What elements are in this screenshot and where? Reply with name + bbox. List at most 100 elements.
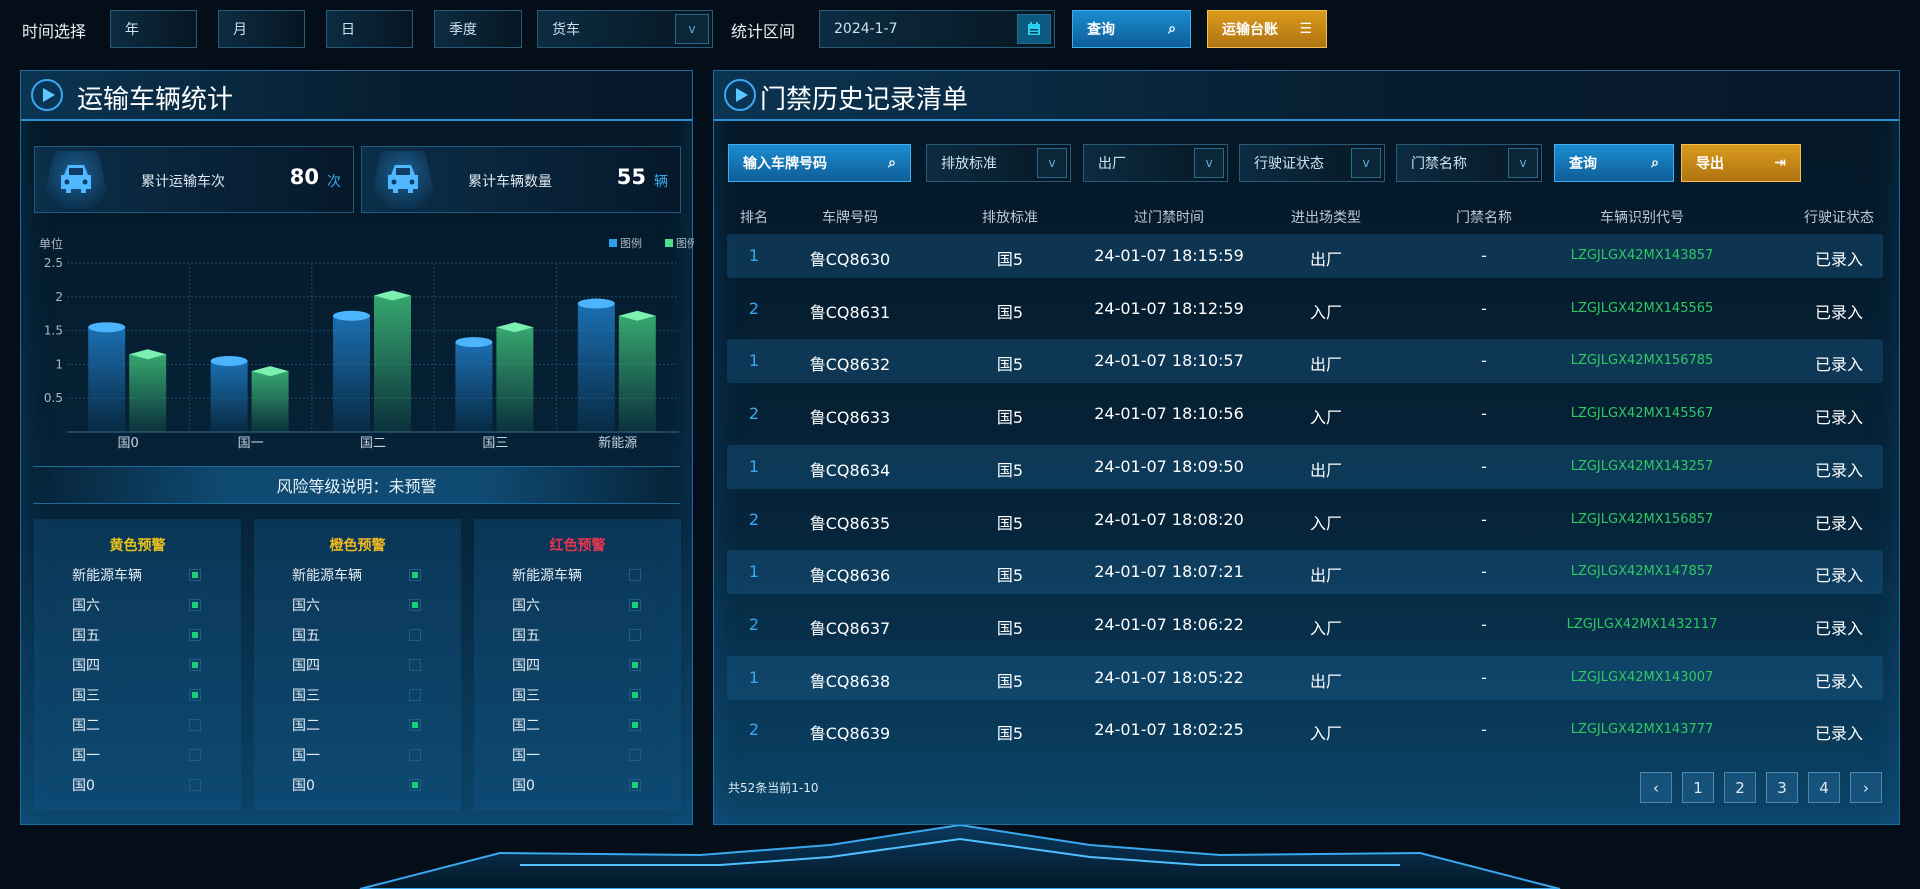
table-row[interactable]: 1 鲁CQ8634 国5 24-01-07 18:09:50 出厂 - LZGJLGX42M… [727,444,1883,489]
quarter-input[interactable]: 季度 [434,10,522,48]
column-header[interactable]: 车牌号码 [822,210,878,226]
table-row[interactable]: 1 鲁CQ8638 国5 24-01-07 18:05:22 出厂 - LZGJLGX42M… [727,655,1883,700]
column-header[interactable]: 门禁名称 [1456,210,1512,226]
table-cell: LZGJLGX42MX143257 [1570,458,1714,474]
table-row[interactable]: 1 鲁CQ8632 国5 24-01-07 18:10:57 出厂 - LZGJLGX42M… [727,339,1883,384]
gate-history-panel: 门禁历史记录清单 输入车牌号码 ⌕ 排放标准 v 出厂 v 行驶证状态 v 门禁名称 v … [713,70,1900,825]
gate-name-select[interactable]: 门禁名称 v [1396,144,1542,182]
warning-item-label: 国四 [72,658,100,674]
direction-select[interactable]: 出厂 v [1083,144,1228,182]
bar-cap [496,322,534,333]
table-cell: 1 [748,456,760,476]
page-button[interactable]: 2 [1724,772,1756,803]
table-cell: 2 [748,404,760,424]
year-input[interactable]: 年 [110,10,197,48]
status-indicator [629,719,641,731]
page-button[interactable]: 3 [1766,772,1798,803]
warning-title: 橙色预警 [329,538,386,554]
column-header[interactable]: 排放标准 [982,210,1038,226]
bar-cap [618,310,656,321]
table-cell: 国5 [996,566,1024,586]
date-value: 2024-1-7 [834,21,898,37]
transport-ledger-button[interactable]: 运输台账 ☰ [1207,10,1327,48]
bar-cap [129,349,167,360]
chevron-down-icon[interactable]: v [1194,148,1224,178]
warning-row: 国三 [292,685,421,705]
warning-item-label: 国一 [72,748,100,764]
table-cell: 国5 [996,671,1024,691]
table-row[interactable]: 2 鲁CQ8635 国5 24-01-07 18:08:20 入厂 - LZGJLGX42M… [727,498,1883,542]
warning-item-label: 国五 [512,628,540,644]
calendar-icon[interactable] [1017,14,1051,44]
next-page-button[interactable]: › [1850,772,1882,803]
table-cell: 2 [748,509,760,529]
date-range-input[interactable]: 2024-1-7 [819,10,1055,48]
month-input[interactable]: 月 [218,10,305,48]
status-indicator [189,689,201,701]
warning-row: 国五 [512,625,641,645]
table-cell: 已录入 [1814,460,1864,480]
table-row[interactable]: 2 鲁CQ8637 国5 24-01-07 18:06:22 入厂 - LZGJLGX42M… [727,603,1883,647]
status-indicator [409,749,421,761]
warning-item-label: 国二 [72,718,100,734]
chevron-down-icon[interactable]: v [1508,148,1538,178]
table-cell: 24-01-07 18:12:59 [1094,298,1244,318]
table-cell: 入厂 [1309,302,1343,322]
chevron-down-icon[interactable]: v [1037,148,1067,178]
emission-standard-select[interactable]: 排放标准 v [926,144,1071,182]
table-cell: 24-01-07 18:15:59 [1094,246,1244,265]
table-cell: 国5 [996,355,1024,375]
table-cell: 24-01-07 18:05:22 [1094,667,1244,687]
warning-row: 国六 [512,595,641,615]
prev-page-button[interactable]: ‹ [1640,772,1672,803]
play-icon [724,79,756,111]
export-button[interactable]: 导出 ⇥ [1681,144,1801,182]
vehicle-type-select[interactable]: 货车 v [537,10,713,48]
table-cell: - [1481,562,1487,582]
table-row[interactable]: 2 鲁CQ8639 国5 24-01-07 18:02:25 入厂 - LZGJLGX42M… [727,708,1883,752]
play-icon [31,79,63,111]
warning-item-label: 国四 [512,658,540,674]
status-indicator [629,779,641,791]
plate-number-input[interactable]: 输入车牌号码 ⌕ [728,144,911,182]
column-header[interactable]: 车辆识别代号 [1600,210,1684,226]
table-cell: - [1481,456,1487,476]
column-header[interactable]: 过门禁时间 [1134,210,1204,226]
license-status-select[interactable]: 行驶证状态 v [1239,144,1385,182]
status-indicator [409,599,421,611]
table-cell: 24-01-07 18:08:20 [1094,509,1244,529]
bar-0 [88,327,126,432]
table-cell: 国5 [996,250,1024,269]
status-indicator [189,779,201,791]
column-header[interactable]: 行驶证状态 [1804,210,1874,226]
table-row[interactable]: 1 鲁CQ8630 国5 24-01-07 18:15:59 出厂 - LZGJLGX42M… [727,234,1883,278]
stat-card-trips: 累计运输车次 80 次 [34,146,354,213]
column-header[interactable]: 进出场类型 [1291,210,1361,226]
table-query-button[interactable]: 查询 ⌕ [1554,144,1674,182]
bar-1 [618,315,656,432]
status-indicator [629,659,641,671]
x-tick-label: 新能源 [598,435,637,451]
column-header[interactable]: 排名 [740,210,768,226]
query-button[interactable]: 查询 ⌕ [1072,10,1191,48]
table-row[interactable]: 2 鲁CQ8631 国5 24-01-07 18:12:59 入厂 - LZGJLGX42M… [727,287,1883,331]
table-row[interactable]: 1 鲁CQ8636 国5 24-01-07 18:07:21 出厂 - LZGJLGX42M… [727,550,1883,595]
warning-card: 黄色预警 新能源车辆 国六 国五 国四 国三 国二 国一 国0 [34,519,241,811]
table-cell: 鲁CQ8634 [809,460,891,480]
chevron-down-icon[interactable]: v [675,14,709,44]
warning-row: 国一 [292,745,421,765]
page-button[interactable]: 4 [1808,772,1840,803]
chevron-down-icon[interactable]: v [1351,148,1381,178]
table-cell: - [1481,667,1487,687]
warning-item-label: 国五 [72,628,100,644]
table-row[interactable]: 2 鲁CQ8633 国5 24-01-07 18:10:56 入厂 - LZGJLGX42M… [727,392,1883,436]
bar-cap [374,290,411,301]
page-button[interactable]: 1 [1682,772,1714,803]
warning-row: 国0 [292,775,421,795]
status-indicator [189,629,201,641]
select-value: 门禁名称 [1411,156,1467,172]
day-input[interactable]: 日 [326,10,413,48]
export-icon: ⇥ [1774,155,1786,171]
warning-row: 国三 [72,685,201,705]
table-cell: 出厂 [1309,460,1343,480]
